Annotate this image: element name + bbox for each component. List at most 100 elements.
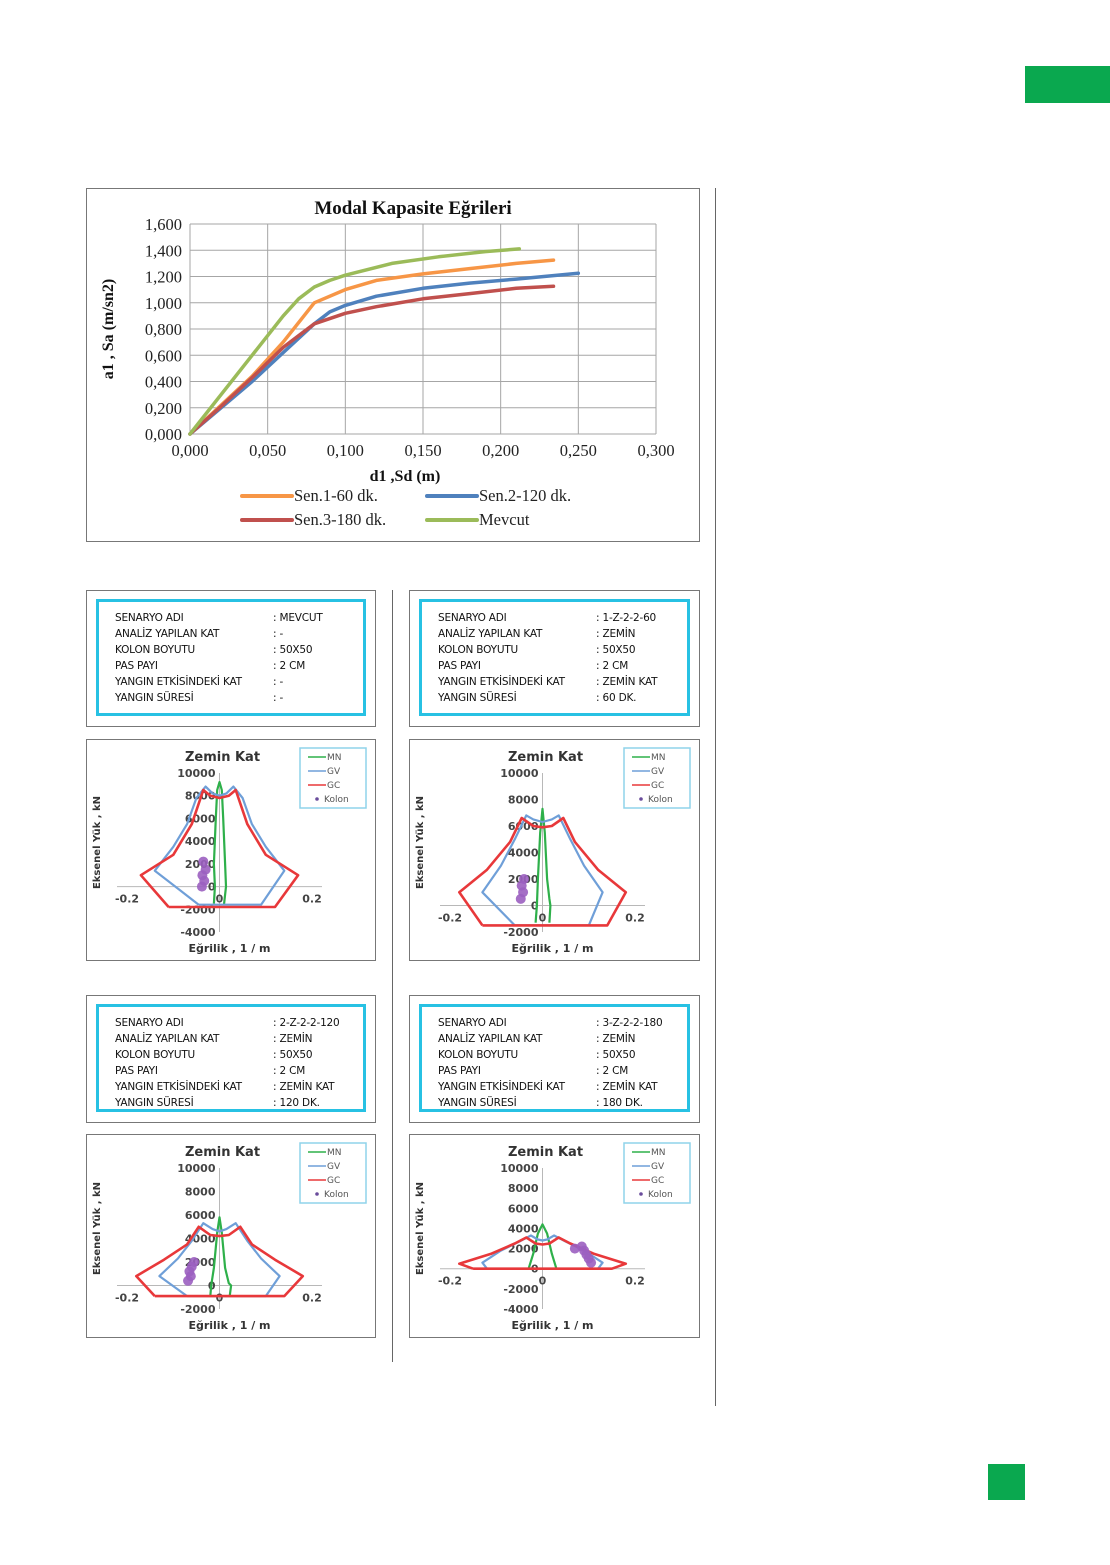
mn-legend-label: GC — [651, 1176, 664, 1186]
legend-label: Sen.2-120 dk. — [479, 486, 571, 505]
mn-legend-marker — [315, 797, 319, 801]
info-key: ANALİZ YAPILAN KAT — [438, 628, 543, 640]
chart-title: Modal Kapasite Eğrileri — [314, 198, 511, 219]
scenario-info: SENARYO ADI: 2-Z-2-2-120 ANALİZ YAPILAN K… — [96, 1004, 366, 1112]
y-tick-label: 2000 — [508, 1243, 539, 1256]
y-tick-label: 10000 — [177, 767, 216, 780]
y-axis-label: a1 , Sa (m/sn2) — [100, 279, 117, 379]
mn-legend-label: Kolon — [324, 795, 349, 805]
info-row: YANGIN ETKİSİNDEKİ KAT: ZEMİN KAT — [438, 1079, 687, 1095]
info-key: YANGIN ETKİSİNDEKİ KAT — [115, 676, 242, 688]
info-key: KOLON BOYUTU — [115, 1049, 196, 1061]
mn-legend-label: Kolon — [648, 795, 673, 805]
info-value: : 50X50 — [273, 1049, 313, 1061]
x-tick-label: 0 — [216, 893, 224, 906]
mn-legend-label: GV — [651, 767, 665, 777]
y-tick-label: 0,600 — [145, 346, 182, 365]
mn-legend-label: GV — [651, 1162, 665, 1172]
scenario-box-180: SENARYO ADI: 3-Z-2-2-180 ANALİZ YAPILAN K… — [409, 995, 700, 1123]
x-tick-label: 0 — [216, 1292, 224, 1305]
y-tick-label: 4000 — [185, 835, 216, 848]
mn-legend-label: GV — [327, 767, 341, 777]
info-value: : 120 DK. — [273, 1097, 320, 1109]
column-divider-middle — [392, 590, 393, 1362]
x-tick-label: 0,150 — [404, 441, 441, 460]
y-tick-label: 4000 — [508, 847, 539, 860]
mn-chart-title: Zemin Kat — [508, 1145, 583, 1160]
info-row: YANGIN ETKİSİNDEKİ KAT: ZEMİN KAT — [438, 674, 687, 690]
info-key: KOLON BOYUTU — [438, 644, 519, 656]
info-value: : 2 CM — [273, 1065, 306, 1077]
capacity-chart-frame: Modal Kapasite Eğrileri 0,000 0,200 0,400 0,… — [86, 188, 700, 542]
info-value: : 50X50 — [273, 644, 313, 656]
y-tick-label: -2000 — [503, 926, 539, 939]
info-key: ANALİZ YAPILAN KAT — [115, 628, 220, 640]
scenario-box-120: SENARYO ADI: 2-Z-2-2-120 ANALİZ YAPILAN K… — [86, 995, 376, 1123]
info-row: ANALİZ YAPILAN KAT: ZEMİN — [438, 1031, 687, 1047]
mn-legend-label: MN — [327, 1148, 342, 1158]
y-tick-label: 1,400 — [145, 241, 182, 260]
kolon-point — [198, 856, 209, 867]
y-tick-label: 8000 — [508, 1182, 539, 1195]
column-divider-right — [715, 188, 716, 1406]
y-tick-label: 10000 — [500, 767, 539, 780]
mn-legend-box — [623, 1142, 691, 1204]
info-value: : 2 CM — [596, 1065, 629, 1077]
info-value: : ZEMİN — [596, 1033, 636, 1045]
info-value: : - — [273, 628, 284, 640]
info-value: : 3-Z-2-2-180 — [596, 1017, 663, 1029]
info-row: ANALİZ YAPILAN KAT : - — [115, 626, 363, 642]
mn-legend-marker — [315, 1192, 319, 1196]
x-tick-label: -0.2 — [115, 893, 139, 906]
legend-label: Sen.1-60 dk. — [294, 486, 378, 505]
info-row: SENARYO ADI: MEVCUT — [115, 610, 363, 626]
info-row: YANGIN ETKİSİNDEKİ KAT: ZEMİN KAT — [115, 1079, 363, 1095]
scenario-box-60: SENARYO ADI: 1-Z-2-2-60 ANALİZ YAPILAN KA… — [409, 590, 700, 727]
mn-chart-title: Zemin Kat — [508, 750, 583, 765]
mn-chart-title: Zemin Kat — [185, 750, 260, 765]
series-line-4 — [188, 247, 522, 436]
y-tick-label: -2000 — [503, 1283, 539, 1296]
y-tick-label: 4000 — [508, 1222, 539, 1235]
page-marker — [988, 1464, 1025, 1500]
scenario-box-mevcut: SENARYO ADI: MEVCUT ANALİZ YAPILAN KAT : -… — [86, 590, 376, 727]
info-key: YANGIN SÜRESİ — [115, 1097, 194, 1109]
info-value: : 50X50 — [596, 1049, 636, 1061]
mn-legend-label: Kolon — [648, 1190, 673, 1200]
info-key: SENARYO ADI — [115, 1017, 184, 1029]
info-key: KOLON BOYUTU — [115, 644, 196, 656]
info-key: YANGIN SÜRESİ — [438, 1097, 517, 1109]
mn-legend-label: MN — [651, 753, 666, 763]
y-axis-label: Eksenel Yük , kN — [415, 796, 426, 889]
y-tick-label: -2000 — [180, 1303, 216, 1316]
mn-legend-marker — [639, 1192, 643, 1196]
info-value: : MEVCUT — [273, 612, 323, 624]
x-tick-label: 0 — [539, 912, 547, 925]
legend-label: Sen.3-180 dk. — [294, 510, 386, 529]
y-tick-label: 0 — [208, 881, 216, 894]
x-tick-label: 0.2 — [302, 893, 322, 906]
info-value: : ZEMİN — [596, 628, 636, 640]
mn-chart-frame-120: Zemin Kat -2000 0 2000 4000 6000 8000 10000 -0.2… — [86, 1134, 376, 1338]
info-value: : 180 DK. — [596, 1097, 643, 1109]
y-tick-label: 0 — [531, 900, 539, 913]
y-tick-label: 0,000 — [145, 425, 182, 444]
mn-legend-label: GC — [327, 781, 340, 791]
mn-legend-box — [623, 747, 691, 809]
mn-chart-title: Zemin Kat — [185, 1145, 260, 1160]
mn-legend-marker — [639, 797, 643, 801]
mn-series-mn — [527, 1223, 558, 1270]
mn-series-gv — [158, 1222, 281, 1298]
mn-series-gc — [134, 1225, 305, 1298]
info-value: : 1-Z-2-2-60 — [596, 612, 657, 624]
info-key: YANGIN SÜRESİ — [438, 692, 517, 704]
info-value: : 60 DK. — [596, 692, 637, 704]
legend-label: Mevcut — [479, 510, 530, 529]
info-row: YANGIN SÜRESİ : 180 DK. — [438, 1095, 687, 1111]
mn-series-gc — [457, 1236, 628, 1270]
info-key: ANALİZ YAPILAN KAT — [115, 1033, 220, 1045]
mn-legend-label: MN — [651, 1148, 666, 1158]
info-value: : ZEMİN KAT — [596, 1081, 658, 1093]
x-axis-label: Eğrilik , 1 / m — [511, 942, 593, 955]
mn-chart-frame-60: Zemin Kat-20000200040006000800010000-0.2… — [409, 739, 700, 961]
